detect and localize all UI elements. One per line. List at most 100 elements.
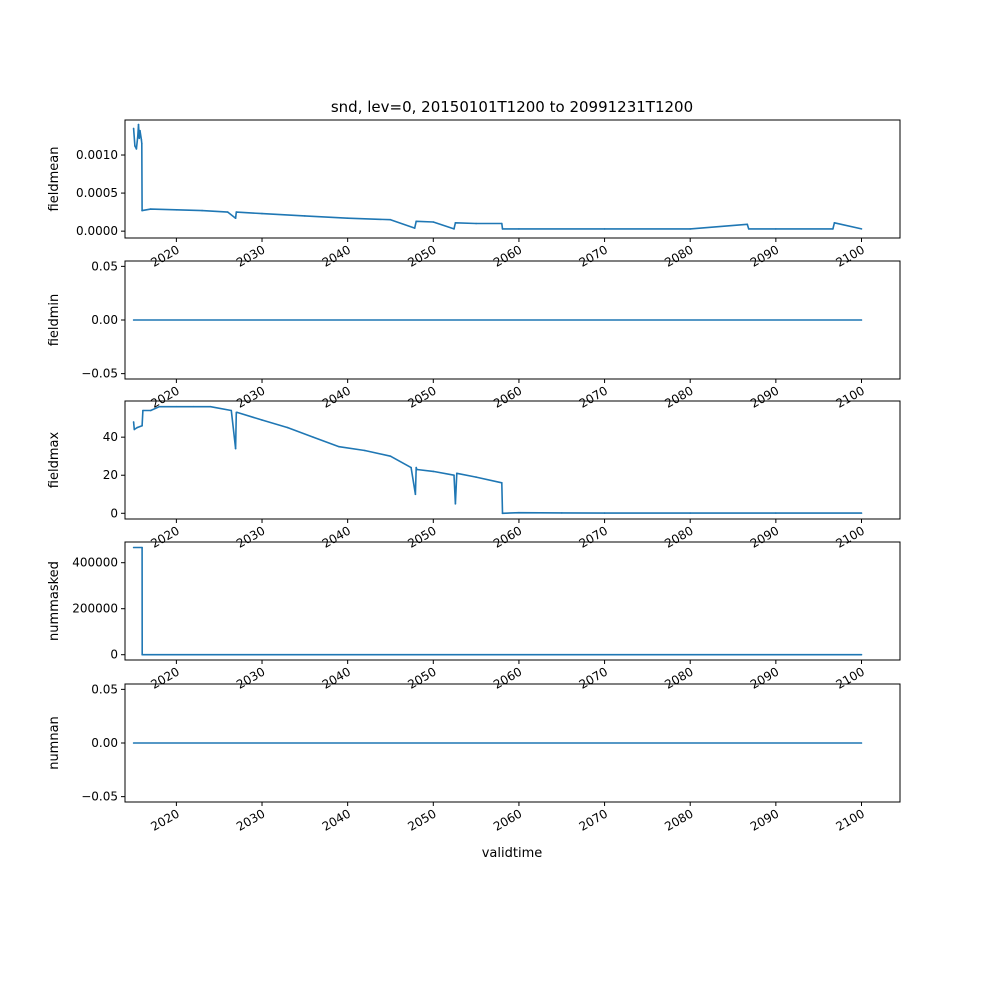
data-point [860,742,863,744]
data-point [234,217,237,219]
data-point [689,512,691,514]
data-point [261,419,263,421]
y-tick-label: 0.0010 [76,148,118,162]
series-line [133,546,862,656]
data-point [416,468,418,471]
data-point [775,512,777,514]
data-point [860,228,863,230]
data-point [454,222,457,224]
data-point [135,148,138,150]
data-point [501,228,504,230]
data-point [132,421,135,423]
data-point [501,482,503,484]
data-point [304,215,306,217]
data-point [833,222,836,224]
data-point [860,653,863,656]
x-axis-label: validtime [482,846,543,861]
data-point [261,212,263,215]
y-tick-label: 0.05 [91,259,118,273]
y-axis-label: nummasked [47,561,62,641]
data-point [518,228,520,230]
data-point [133,428,136,431]
y-tick-label: 0 [110,506,118,520]
data-point [192,405,195,408]
y-tick-label: 20 [103,468,118,482]
data-point [230,409,233,412]
data-point [132,319,135,321]
data-point [346,217,349,219]
data-point [136,426,138,429]
y-axis-label: numnan [47,716,62,770]
data-point [141,142,143,145]
data-point [132,546,135,549]
data-point [389,218,392,221]
data-point [236,411,238,414]
data-point [235,211,238,213]
data-point [141,653,143,656]
data-point [312,436,315,439]
data-point [138,137,141,140]
data-point [286,426,289,429]
data-point [201,209,203,212]
data-point [227,211,229,213]
data-point [414,493,417,496]
data-point [832,228,834,230]
data-point [139,129,141,132]
data-point [518,511,520,514]
data-point [175,209,178,211]
y-axis-label: fieldmean [47,147,62,212]
data-point [454,503,457,505]
data-point [475,476,477,478]
data-point [475,222,477,225]
data-point [413,227,416,229]
data-point [149,208,152,210]
data-point [432,221,435,223]
data-point [140,139,143,141]
y-tick-label: 0 [110,648,118,662]
data-point [158,405,161,408]
axes-frame [124,400,901,520]
data-point [132,742,135,744]
data-point [141,209,143,212]
data-point [501,222,503,225]
data-point [415,220,418,223]
data-point [501,512,504,515]
axes-frame [124,119,901,239]
data-point [747,228,750,230]
data-point [234,447,237,450]
y-tick-label: 0.0005 [76,186,118,200]
data-point [132,127,135,130]
data-point [137,123,140,126]
data-point [209,405,212,408]
data-point [775,228,777,230]
data-point [456,472,458,475]
data-point [175,405,178,408]
data-point [141,424,143,427]
y-tick-label: 0.00 [91,313,118,327]
data-point [338,445,340,448]
data-point [432,470,435,473]
y-tick-label: 40 [103,430,118,444]
y-tick-label: 0.05 [91,682,118,696]
data-point [453,228,455,230]
y-tick-label: −0.05 [81,790,118,804]
data-point [860,512,863,514]
data-point [410,466,412,469]
chart-title: snd, lev=0, 20150101T1200 to 20991231T12… [331,98,693,116]
axes-frame [124,541,901,661]
data-point [389,455,392,458]
data-point [603,512,606,514]
data-point [149,409,152,412]
y-tick-label: 200000 [72,602,118,616]
y-tick-label: 0.0000 [76,224,118,238]
data-point [453,474,455,477]
data-point [689,228,691,230]
data-point [603,228,606,230]
data-point [415,466,418,469]
data-point [364,449,366,452]
data-point [141,546,143,549]
y-tick-label: 400000 [72,556,118,570]
